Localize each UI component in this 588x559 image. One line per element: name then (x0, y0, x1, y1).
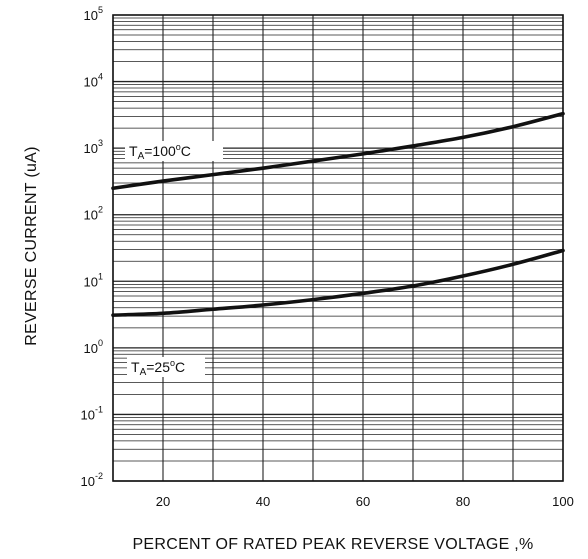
x-axis-title: PERCENT OF RATED PEAK REVERSE VOLTAGE ,% (132, 536, 533, 553)
x-tick-label: 60 (356, 494, 370, 509)
x-tick-label: 40 (256, 494, 270, 509)
label-deg: o (176, 142, 181, 152)
series-curves (111, 111, 565, 317)
y-tick-exp: 1 (98, 271, 103, 281)
y-tick-exp: 0 (98, 338, 103, 348)
label-unit: C (181, 143, 191, 159)
y-tick-label: 100 (84, 338, 103, 356)
x-tick-label: 100 (552, 494, 574, 509)
y-tick-base: 10 (84, 141, 98, 156)
plot-frame (112, 14, 564, 482)
y-tick-base: 10 (81, 407, 95, 422)
label-eq: =25 (146, 359, 170, 375)
y-tick-label: 10-1 (81, 404, 103, 422)
y-tick-label: 102 (84, 205, 103, 223)
y-tick-base: 10 (81, 474, 95, 489)
series-label-100c-text: TA=100oC (129, 142, 191, 162)
series-label-100c-bg (125, 141, 223, 161)
y-tick-base: 10 (84, 208, 98, 223)
label-sub: A (138, 151, 145, 162)
y-tick-label: 10-2 (81, 471, 103, 489)
label-t: T (131, 359, 140, 375)
series-label-25c-bg (127, 357, 205, 377)
label-unit: C (175, 359, 185, 375)
label-eq: =100 (144, 143, 176, 159)
y-tick-label: 103 (84, 138, 103, 156)
label-sub: A (140, 367, 147, 378)
y-tick-exp: 3 (98, 138, 103, 148)
label-t: T (129, 143, 138, 159)
label-deg: o (170, 358, 175, 368)
grid-lines (112, 15, 564, 482)
series-line-100c (111, 111, 565, 191)
y-tick-base: 10 (84, 341, 98, 356)
x-tick-label: 20 (156, 494, 170, 509)
series-line-25c (111, 248, 565, 317)
series-label-25c-text: TA=25oC (131, 358, 185, 378)
x-tick-labels: 20 40 60 80 100 (156, 494, 574, 509)
series-label-25c: TA=25oC (127, 357, 205, 378)
y-tick-base: 10 (84, 274, 98, 289)
y-tick-base: 10 (84, 8, 98, 23)
y-tick-exp: 4 (98, 72, 103, 82)
y-tick-exp: -1 (95, 404, 103, 414)
y-tick-label: 101 (84, 271, 103, 289)
y-tick-label: 105 (84, 5, 103, 23)
series-label-100c: TA=100oC (125, 141, 223, 162)
y-tick-base: 10 (84, 75, 98, 90)
x-tick-label: 80 (456, 494, 470, 509)
y-tick-exp: 2 (98, 205, 103, 215)
y-tick-exp: -2 (95, 471, 103, 481)
y-tick-label: 104 (84, 72, 103, 90)
y-tick-exp: 5 (98, 5, 103, 15)
y-axis-title: REVERSE CURRENT (uA) (23, 146, 40, 346)
